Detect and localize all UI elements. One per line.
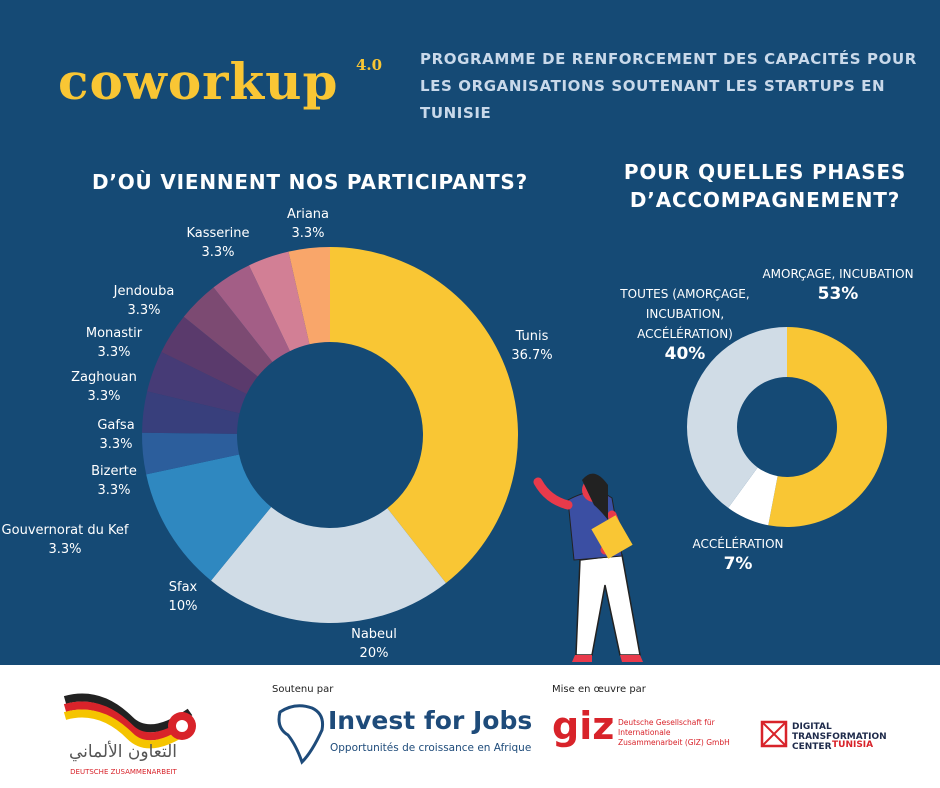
slice-value: 3.3% — [127, 303, 161, 318]
donut-slice — [213, 265, 290, 362]
slice-value: 3.3% — [201, 245, 235, 260]
dtc-name: DIGITAL TRANSFORMATION CENTER — [792, 722, 887, 752]
chart-title: POUR QUELLES PHASES D’ACCOMPAGNEMENT? — [623, 160, 907, 212]
slice-label: Gafsa 3.3% — [36, 416, 196, 454]
slice-label: Kasserine 3.3% — [138, 224, 298, 262]
slice-label: TOUTES (AMORÇAGE, INCUBATION, ACCÉLÉRATI… — [600, 284, 770, 364]
supported-by: Soutenu par — [272, 684, 334, 695]
slice-name: Gouvernorat du Kef — [1, 523, 129, 538]
slice-name: Ariana — [286, 207, 330, 222]
slice-label: Monastir 3.3% — [34, 324, 194, 362]
slice-value: 40% — [664, 344, 706, 364]
slice-label: Jendouba 3.3% — [64, 282, 224, 320]
slice-label: Zaghouan 3.3% — [24, 368, 184, 406]
donut-slice — [142, 432, 240, 475]
implemented-by: Mise en œuvre par — [552, 684, 646, 695]
slice-label: Bizerte 3.3% — [34, 462, 194, 500]
slice-value: 53% — [817, 284, 859, 304]
slice-name: Monastir — [85, 326, 143, 341]
donut-slice — [330, 247, 518, 583]
slice-name: Sfax — [168, 580, 198, 595]
slice-name: Kasserine — [186, 226, 250, 241]
slice-name: Nabeul — [351, 627, 397, 642]
slice-label: Ariana 3.3% — [228, 205, 388, 243]
donut-slice — [161, 316, 258, 394]
slice-value: 3.3% — [87, 389, 121, 404]
illustration — [533, 473, 643, 662]
slice-label: Sfax 10% — [103, 578, 263, 616]
footer-arabic: التعاون الألماني — [68, 742, 178, 762]
invest-logo: Invest for Jobs — [328, 706, 533, 735]
slice-name: TOUTES (AMORÇAGE, INCUBATION, ACCÉLÉRATI… — [620, 287, 750, 341]
donut-slice — [288, 247, 330, 345]
slice-value: 10% — [168, 599, 198, 614]
donut-slice — [146, 454, 272, 581]
slice-value: 36.7% — [511, 348, 553, 363]
logo-version: 4.0 — [356, 56, 383, 74]
slice-value: 3.3% — [97, 345, 131, 360]
program-title: PROGRAMME DE RENFORCEMENT DES CAPACITÉS … — [420, 50, 917, 122]
slice-name: Zaghouan — [71, 370, 137, 385]
slice-label: AMORÇAGE, INCUBATION 53% — [753, 264, 923, 304]
footer-deutsche: DEUTSCHE ZUSAMMENARBEIT — [70, 768, 177, 776]
slice-label: Tunis 36.7% — [452, 327, 612, 365]
donut-slice — [183, 287, 273, 377]
giz-logo: giz — [552, 704, 615, 748]
donut-slice — [768, 327, 888, 527]
donut-slice — [687, 327, 787, 508]
slice-value: 7% — [723, 554, 753, 574]
slice-name: Tunis — [515, 329, 549, 344]
slice-label: ACCÉLÉRATION 7% — [653, 534, 823, 574]
donut-slice — [728, 467, 778, 526]
slice-value: 3.3% — [99, 437, 133, 452]
donut-slice — [147, 352, 247, 414]
slice-value: 3.3% — [48, 542, 82, 557]
dtc-country: TUNISIA — [832, 740, 874, 750]
donut-slice — [142, 391, 240, 434]
slice-label: Gouvernorat du Kef 3.3% — [0, 521, 145, 559]
slice-value: 20% — [359, 646, 389, 661]
africa-icon — [277, 704, 324, 765]
slice-name: Jendouba — [113, 284, 175, 299]
slice-name: Bizerte — [91, 464, 137, 479]
slice-label: Nabeul 20% — [294, 625, 454, 663]
donut-slice — [249, 251, 310, 352]
slice-value: 3.3% — [291, 226, 325, 241]
donut-slice — [211, 507, 446, 623]
slice-name: ACCÉLÉRATION — [692, 537, 784, 551]
logo: coworkup — [58, 52, 339, 111]
slice-value: 3.3% — [97, 483, 131, 498]
slice-name: AMORÇAGE, INCUBATION — [762, 267, 914, 281]
giz-name: Deutsche Gesellschaft für Internationale… — [618, 718, 730, 747]
german-flag-ribbon — [63, 693, 196, 749]
dtc-icon — [760, 720, 788, 748]
invest-sub: Opportunités de croissance en Afrique — [330, 742, 532, 754]
slice-name: Gafsa — [97, 418, 135, 433]
chart-title: D’OÙ VIENNENT NOS PARTICIPANTS? — [91, 170, 529, 194]
